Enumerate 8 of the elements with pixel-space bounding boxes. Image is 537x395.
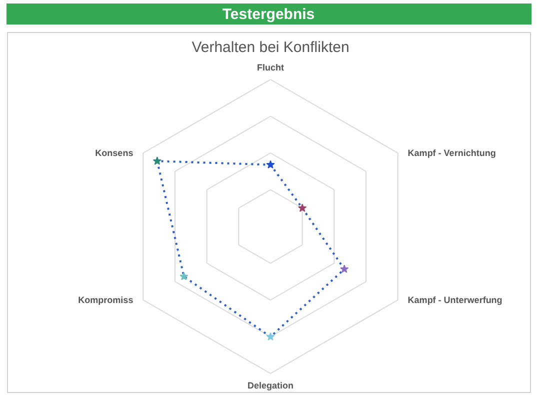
spoke-label: Konsens bbox=[95, 148, 134, 158]
chart-subtitle: Verhalten bei Konflikten bbox=[192, 39, 350, 56]
spoke-label: Kompromiss bbox=[78, 295, 134, 305]
spoke-label: Kampf - Unterwerfung bbox=[408, 295, 502, 305]
spoke-label: Kampf - Vernichtung bbox=[408, 148, 496, 158]
spoke-label: Flucht bbox=[257, 62, 284, 72]
spoke-label: Delegation bbox=[247, 380, 294, 390]
chart-title: Testergebnis bbox=[222, 6, 315, 23]
